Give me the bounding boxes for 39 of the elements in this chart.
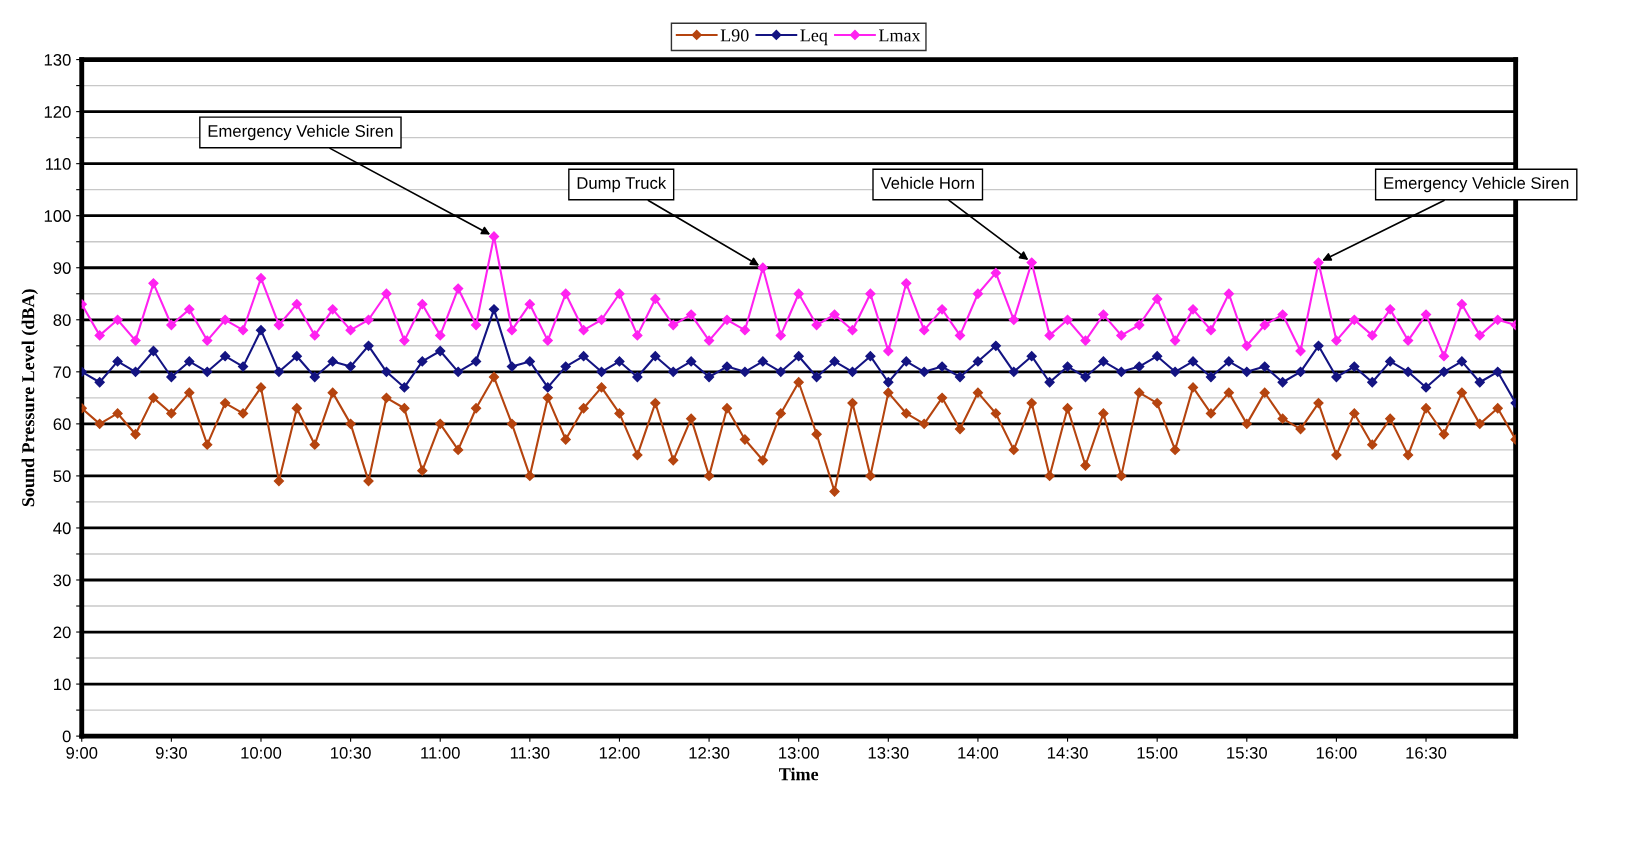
x-tick-label: 13:00 <box>779 746 819 759</box>
y-tick-label: 10 <box>54 678 71 691</box>
x-tick-label: 11:00 <box>421 746 460 759</box>
y-tick-label: 80 <box>53 314 71 326</box>
x-tick-label: 16:00 <box>1316 746 1357 759</box>
x-axis-title: Time <box>779 767 819 781</box>
x-tick-label: 15:00 <box>1137 746 1178 759</box>
y-tick-label: 40 <box>53 522 71 535</box>
x-tick-label: 15:30 <box>1227 746 1267 759</box>
annotation: Emergency Vehicle Siren <box>208 124 393 141</box>
x-tick-label: 10:00 <box>241 746 282 759</box>
x-tick-label: 9:30 <box>155 746 187 759</box>
y-tick-label: 120 <box>44 106 71 118</box>
y-tick-label: 90 <box>53 262 71 274</box>
y-axis-title: Sound Pressure Level (dBA) <box>21 289 38 507</box>
annotation: Dump Truck <box>577 176 667 193</box>
y-tick-label: 50 <box>53 470 71 483</box>
y-tick-label: 60 <box>53 418 71 431</box>
y-tick-label: 100 <box>44 210 71 222</box>
x-tick-label: 13:30 <box>868 746 909 759</box>
annotation: Vehicle Horn <box>880 176 974 189</box>
y-tick-label: 130 <box>44 53 71 66</box>
x-tick-label: 12:30 <box>689 746 730 759</box>
x-tick-label: 10:30 <box>331 746 371 759</box>
x-tick-label: 12:00 <box>599 746 640 759</box>
x-tick-label: 9:00 <box>66 746 98 759</box>
x-tick-label: 14:00 <box>958 746 999 759</box>
y-tick-label: 70 <box>53 366 71 379</box>
y-tick-label: 110 <box>46 158 71 170</box>
legend-label: L90 <box>720 29 749 42</box>
x-tick-label: 16:30 <box>1406 746 1447 759</box>
legend-label: Leq <box>800 29 828 46</box>
x-tick-label: 11:30 <box>510 746 550 759</box>
annotation: Emergency Vehicle Siren <box>1384 176 1569 193</box>
x-tick-label: 14:30 <box>1047 746 1088 759</box>
y-tick-label: 30 <box>53 574 71 587</box>
y-tick-label: 0 <box>62 730 71 743</box>
legend-label: Lmax <box>878 29 921 42</box>
y-tick-label: 20 <box>53 626 71 639</box>
